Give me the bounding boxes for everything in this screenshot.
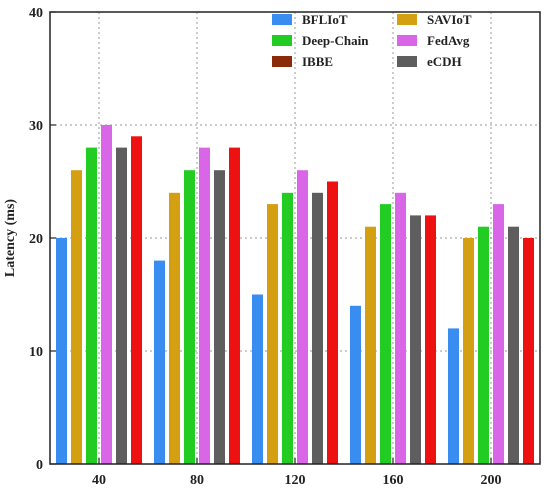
legend-item-saviot: SAVIoT <box>397 12 472 27</box>
legend-swatch <box>272 14 292 25</box>
legend: BFLIoT SAVIoT Deep-Chain FedAvg IBBE eCDH <box>272 12 472 69</box>
legend-swatch <box>397 56 417 67</box>
bar-deep-chain-80 <box>184 170 195 464</box>
y-tick-label: 10 <box>29 345 43 360</box>
bar-deep-chain-160 <box>380 204 391 464</box>
legend-item-ecdh: eCDH <box>397 54 462 69</box>
bar-saviot-200 <box>463 238 474 464</box>
bar-ecdh-200 <box>508 226 519 464</box>
bar-ecdh-40 <box>116 147 127 464</box>
legend-swatch <box>397 14 417 25</box>
legend-label: Deep-Chain <box>302 33 369 48</box>
bars <box>56 125 534 465</box>
bar-fedavg-120 <box>297 170 308 464</box>
x-tick-label: 120 <box>285 473 306 488</box>
bar-ecdh-80 <box>214 170 225 464</box>
bar-series-6-160 <box>425 215 436 464</box>
y-tick-label: 30 <box>29 119 43 134</box>
bar-bfliot-120 <box>252 294 263 464</box>
legend-item-ibbe: IBBE <box>272 54 333 69</box>
y-tick-label: 20 <box>29 232 43 247</box>
legend-label: FedAvg <box>427 33 470 48</box>
bar-fedavg-80 <box>199 147 210 464</box>
bar-deep-chain-200 <box>478 226 489 464</box>
x-tick-label: 80 <box>190 473 204 488</box>
bar-ecdh-160 <box>410 215 421 464</box>
legend-item-deep-chain: Deep-Chain <box>272 33 369 48</box>
bar-saviot-80 <box>169 192 180 465</box>
y-tick-label: 0 <box>36 458 43 473</box>
legend-label: eCDH <box>427 54 462 69</box>
y-axis-label: Latency (ms) <box>3 199 18 277</box>
legend-label: IBBE <box>302 54 333 69</box>
legend-swatch <box>272 35 292 46</box>
legend-item-fedavg: FedAvg <box>397 33 470 48</box>
y-tick-label: 40 <box>29 6 43 21</box>
bar-fedavg-160 <box>395 192 406 465</box>
legend-swatch <box>397 35 417 46</box>
x-tick-label: 40 <box>92 473 106 488</box>
bar-bfliot-160 <box>350 305 361 464</box>
bar-fedavg-40 <box>101 125 112 464</box>
bar-series-6-80 <box>229 147 240 464</box>
axis-ticks: 0 10 20 30 40 40 80 120 160 200 <box>29 6 502 488</box>
bar-series-6-40 <box>131 136 142 465</box>
x-tick-label: 200 <box>481 473 502 488</box>
legend-swatch <box>272 56 292 67</box>
legend-item-bfliot: BFLIoT <box>272 12 348 27</box>
bar-bfliot-40 <box>56 238 67 464</box>
bar-bfliot-200 <box>448 328 459 464</box>
bar-fedavg-200 <box>493 204 504 464</box>
bar-saviot-160 <box>365 226 376 464</box>
bar-deep-chain-40 <box>86 147 97 464</box>
x-tick-label: 160 <box>383 473 404 488</box>
bar-saviot-120 <box>267 204 278 464</box>
bar-saviot-40 <box>71 170 82 464</box>
bar-ecdh-120 <box>312 192 323 465</box>
bar-deep-chain-120 <box>282 192 293 465</box>
legend-label: SAVIoT <box>427 12 472 27</box>
bar-series-6-120 <box>327 181 338 464</box>
bar-series-6-200 <box>523 238 534 464</box>
legend-label: BFLIoT <box>302 12 348 27</box>
bar-bfliot-80 <box>154 260 165 464</box>
